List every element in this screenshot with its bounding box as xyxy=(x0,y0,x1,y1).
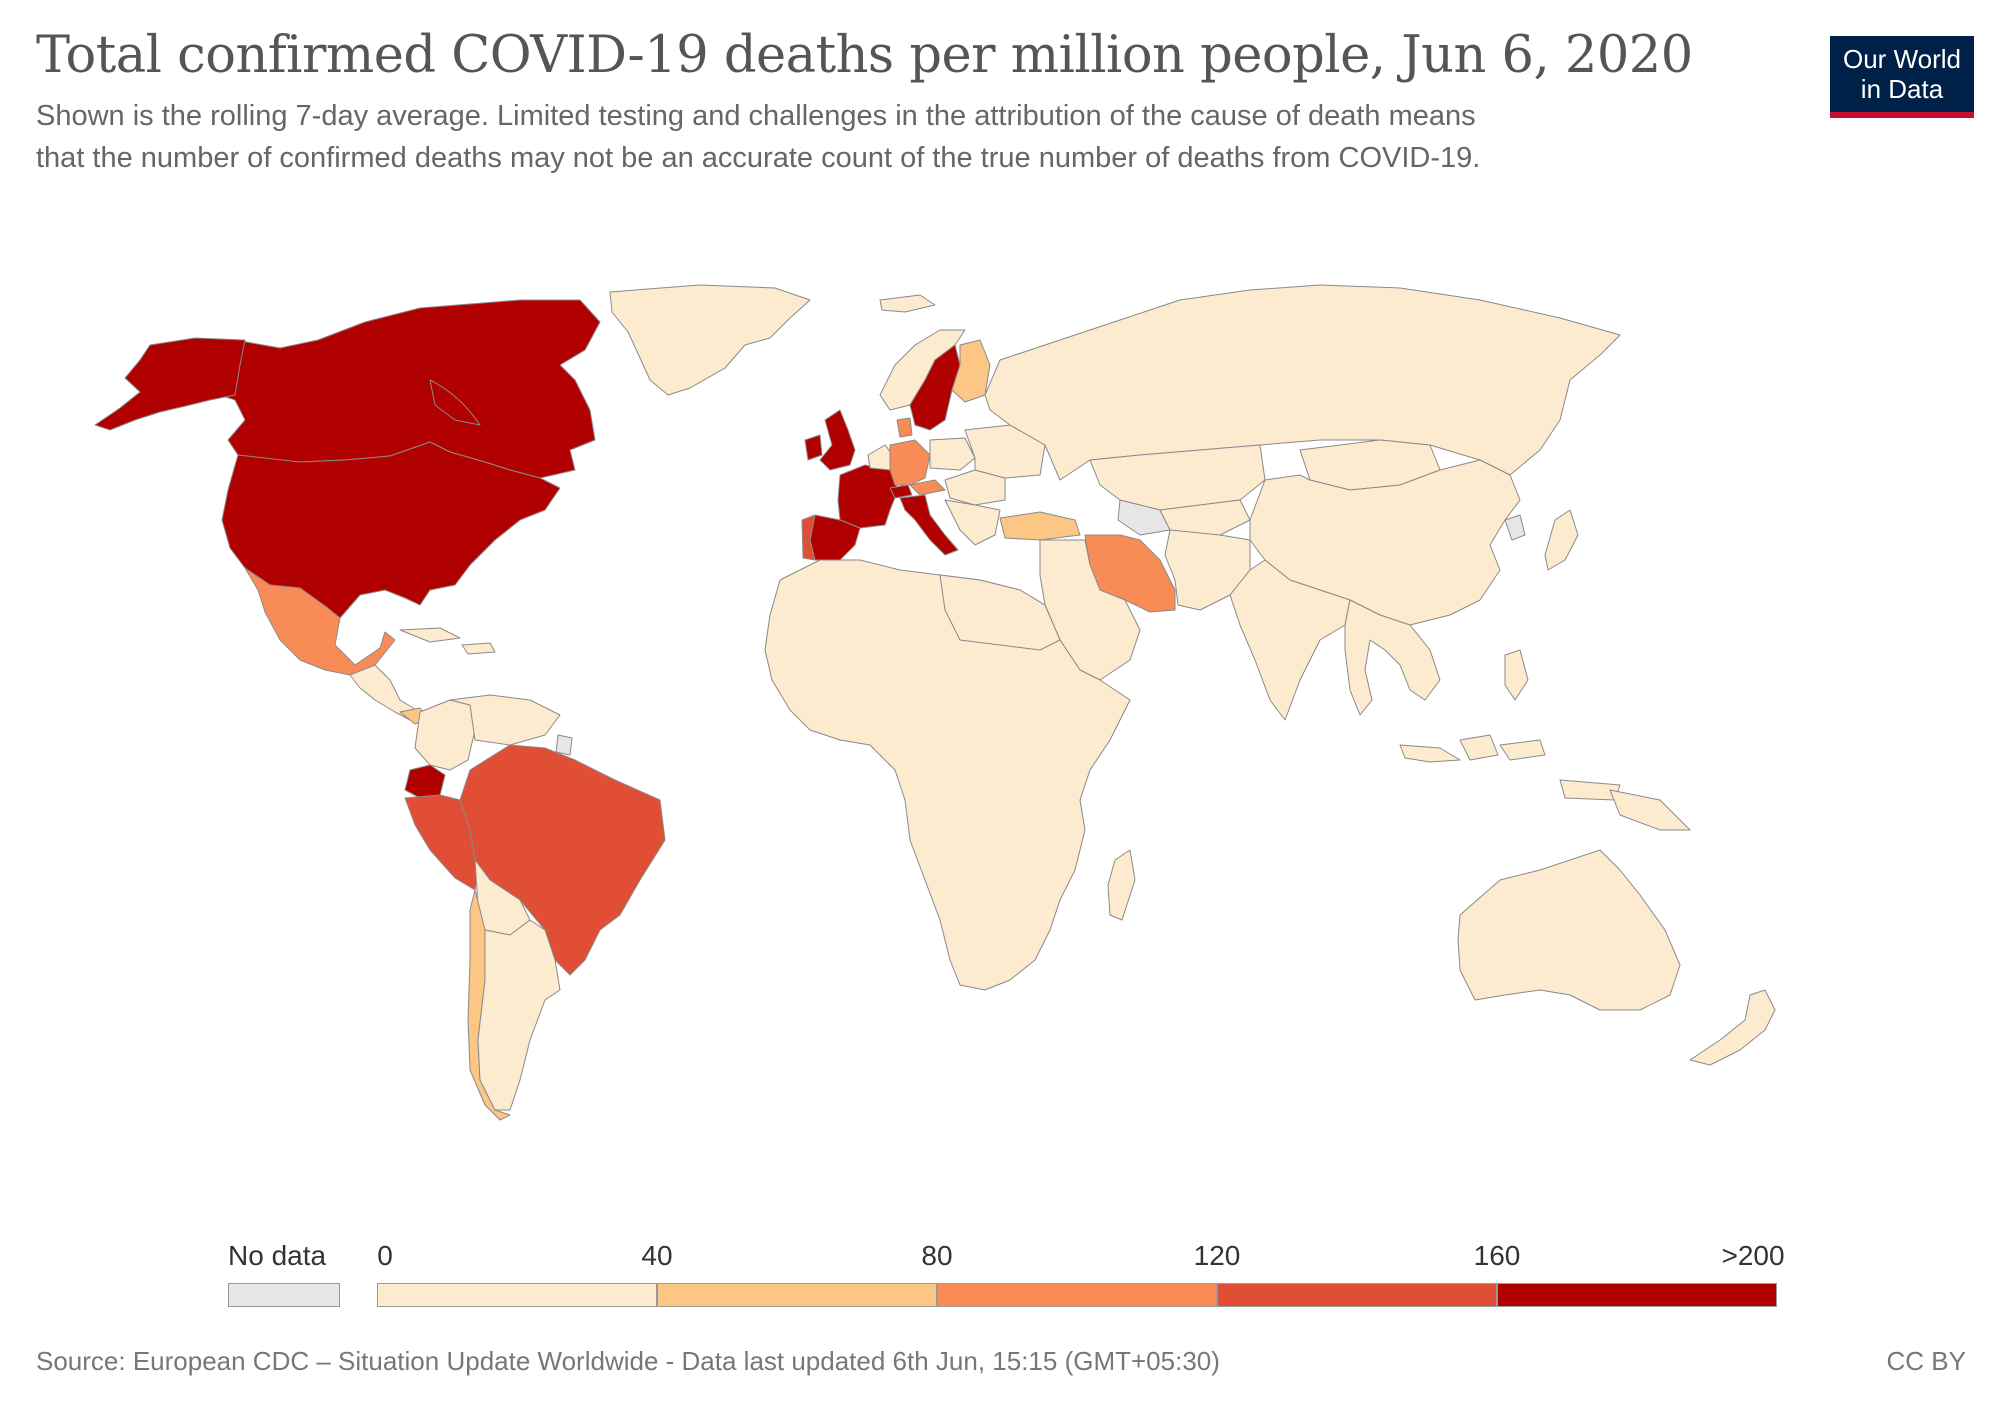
chart-subtitle-line-2: that the number of confirmed deaths may … xyxy=(36,142,1481,174)
region-ecuador[interactable] xyxy=(404,764,446,799)
region-north-korea[interactable] xyxy=(1504,514,1526,541)
chart-subtitle-line-1: Shown is the rolling 7-day average. Limi… xyxy=(36,100,1476,132)
region-cuba[interactable] xyxy=(399,627,461,643)
legend-tick-label-2: 80 xyxy=(921,1240,953,1271)
region-argentina[interactable] xyxy=(477,919,561,1111)
logo-line-2: in Data xyxy=(1860,74,1944,104)
region-north-africa[interactable] xyxy=(939,574,1061,651)
region-png[interactable] xyxy=(1609,789,1691,831)
region-colombia[interactable] xyxy=(414,699,476,771)
region-india[interactable] xyxy=(1229,559,1351,721)
region-poland[interactable] xyxy=(929,437,976,471)
legend-bin-3[interactable] xyxy=(1217,1283,1497,1307)
region-alaska[interactable] xyxy=(94,337,246,431)
region-italy[interactable] xyxy=(899,494,959,556)
region-turkey[interactable] xyxy=(999,511,1081,541)
region-ireland[interactable] xyxy=(804,434,823,461)
region-united-kingdom[interactable] xyxy=(819,409,856,471)
region-canada[interactable] xyxy=(147,299,601,479)
region-france[interactable] xyxy=(837,464,899,529)
region-japan[interactable] xyxy=(1544,509,1579,571)
region-hispaniola[interactable] xyxy=(461,642,496,655)
logo-line-1: Our World xyxy=(1843,44,1961,74)
region-australia[interactable] xyxy=(1457,849,1681,1011)
region-denmark[interactable] xyxy=(896,417,913,438)
region-finland[interactable] xyxy=(951,339,991,403)
legend-bin-2[interactable] xyxy=(937,1283,1217,1307)
legend-tick-label-1: 40 xyxy=(641,1240,673,1271)
region-balkans[interactable] xyxy=(944,499,1001,546)
region-portugal[interactable] xyxy=(801,514,816,561)
source-note: Source: European CDC – Situation Update … xyxy=(36,1346,1220,1376)
region-philippines[interactable] xyxy=(1504,649,1529,701)
legend-tick-label-4: 160 xyxy=(1473,1240,1521,1271)
legend-bin-4[interactable] xyxy=(1497,1283,1777,1307)
legend-bin-1[interactable] xyxy=(657,1283,937,1307)
region-russia[interactable] xyxy=(984,284,1621,481)
region-venezuela[interactable] xyxy=(449,694,561,746)
chart-title: Total confirmed COVID-19 deaths per mill… xyxy=(36,26,1693,85)
legend-no-data-swatch[interactable] xyxy=(228,1283,340,1307)
region-afghanistan-pakistan[interactable] xyxy=(1164,529,1251,611)
logo-accent-bar xyxy=(1830,112,1974,118)
legend-tick-label-0: 0 xyxy=(377,1240,393,1271)
legend-tick-label-3: 120 xyxy=(1193,1240,1241,1271)
legend-no-data-label: No data xyxy=(228,1240,327,1271)
region-germany[interactable] xyxy=(889,439,931,486)
region-french-guiana[interactable] xyxy=(555,734,573,756)
region-mexico[interactable] xyxy=(244,567,396,676)
region-turkmenistan[interactable] xyxy=(1117,499,1171,536)
region-iceland[interactable] xyxy=(879,294,936,313)
region-southeast-asia[interactable] xyxy=(1344,599,1441,716)
region-switzerland[interactable] xyxy=(889,484,913,499)
region-austria[interactable] xyxy=(909,479,946,496)
region-indonesia[interactable] xyxy=(1399,734,1621,801)
license-link[interactable]: CC BY xyxy=(1886,1346,1966,1376)
region-greenland[interactable] xyxy=(609,284,811,396)
legend-tick-label-5: >200 xyxy=(1721,1240,1785,1271)
owid-logo[interactable]: Our World in Data xyxy=(1830,36,1974,118)
region-new-zealand[interactable] xyxy=(1689,989,1776,1066)
legend-bin-0[interactable] xyxy=(377,1283,657,1307)
region-madagascar[interactable] xyxy=(1107,849,1136,921)
